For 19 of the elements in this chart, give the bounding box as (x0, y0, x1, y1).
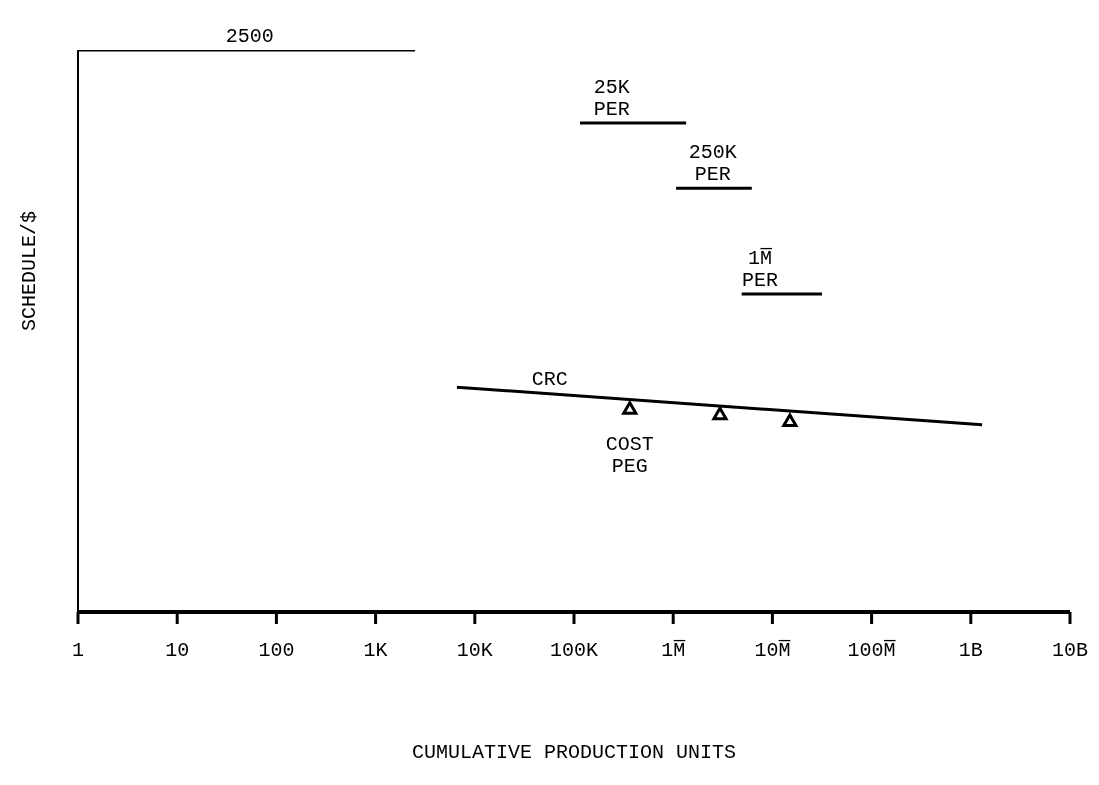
annotation: 25K PER (593, 76, 630, 122)
annotation: 250K PER (688, 141, 737, 187)
x-tick-label: 10B (1051, 639, 1089, 662)
y-axis-title: SCHEDULE/$ (18, 210, 42, 331)
annotation: CRC (531, 367, 568, 391)
x-tick-label: 1K (363, 639, 388, 662)
x-tick-label: 100K (549, 639, 599, 662)
series-label: COST PEG (605, 432, 654, 478)
x-tick-label: 100M̅ (847, 639, 896, 662)
x-tick-label: 1B (958, 639, 983, 662)
annotation: 2500 (225, 25, 274, 48)
x-axis-title: CUMULATIVE PRODUCTION UNITS (411, 741, 737, 764)
annotation: 1M̅ PER (742, 246, 779, 292)
x-tick-label: 10K (456, 639, 493, 662)
x-tick-label: 1M̅ (661, 639, 686, 662)
x-tick-label: 10M̅ (754, 639, 791, 662)
x-tick-label: 1 (71, 639, 85, 662)
x-tick-label: 10 (165, 639, 190, 662)
x-tick-label: 100 (258, 639, 295, 662)
